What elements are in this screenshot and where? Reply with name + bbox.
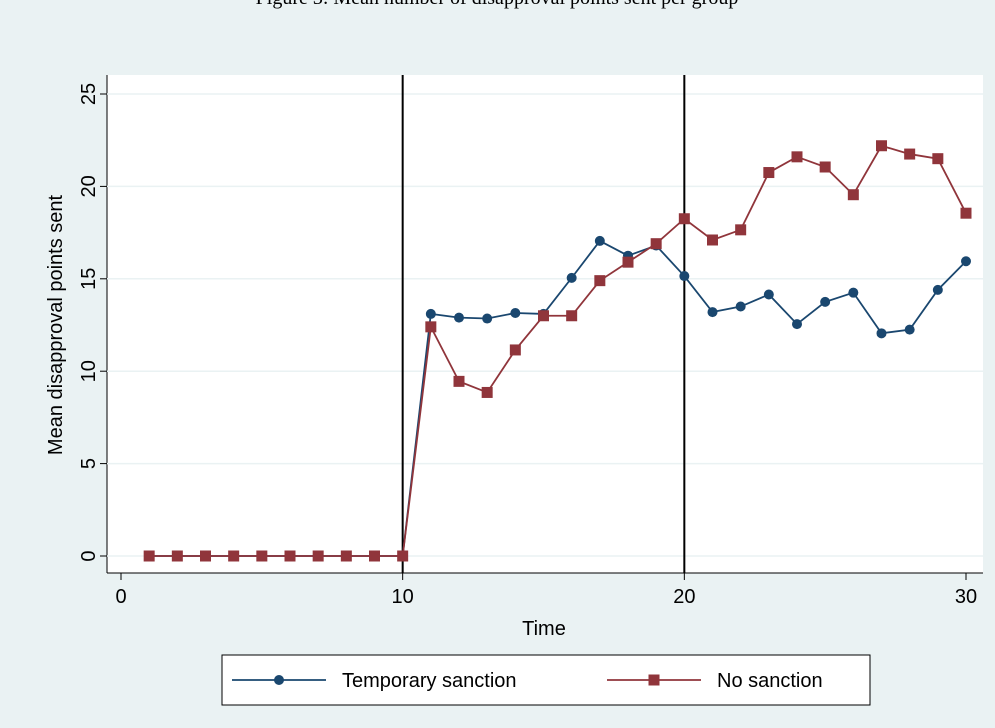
y-axis-label: Mean disapproval points sent bbox=[45, 194, 67, 455]
y-tick-label: 10 bbox=[78, 360, 100, 382]
chart-title: Figure 3: Mean number of disapproval poi… bbox=[256, 0, 739, 9]
data-point bbox=[228, 550, 240, 562]
data-point bbox=[256, 550, 268, 562]
data-point bbox=[763, 167, 775, 179]
plot-area bbox=[107, 75, 983, 573]
data-point bbox=[453, 375, 465, 387]
legend-marker bbox=[648, 674, 660, 686]
data-point bbox=[792, 319, 802, 330]
data-point bbox=[650, 238, 662, 250]
x-tick-label: 10 bbox=[392, 586, 414, 608]
data-point bbox=[454, 312, 464, 323]
data-point bbox=[932, 153, 944, 165]
data-point bbox=[622, 256, 634, 268]
data-point bbox=[707, 307, 718, 318]
data-point bbox=[932, 284, 943, 295]
data-point bbox=[679, 271, 690, 282]
legend-label: No sanction bbox=[717, 670, 823, 692]
data-point bbox=[847, 189, 859, 201]
legend-box bbox=[221, 654, 871, 706]
data-point bbox=[594, 275, 606, 287]
legend-marker bbox=[274, 675, 284, 685]
data-point bbox=[904, 148, 916, 160]
y-tick-label: 0 bbox=[78, 550, 100, 561]
data-point bbox=[143, 550, 155, 562]
data-point bbox=[340, 550, 352, 562]
y-tick-label: 20 bbox=[78, 175, 100, 197]
x-tick-label: 0 bbox=[115, 586, 126, 608]
x-tick-label: 20 bbox=[673, 586, 695, 608]
data-point bbox=[284, 550, 296, 562]
data-point bbox=[594, 235, 605, 246]
x-axis-label: Time bbox=[522, 618, 566, 640]
data-point bbox=[510, 307, 521, 318]
data-point bbox=[482, 313, 493, 324]
data-point bbox=[791, 151, 803, 163]
data-point bbox=[961, 256, 971, 267]
data-point bbox=[200, 550, 211, 562]
data-point bbox=[312, 550, 324, 562]
data-point bbox=[171, 550, 183, 562]
data-point bbox=[820, 296, 831, 307]
data-point bbox=[735, 301, 746, 312]
data-point bbox=[566, 272, 577, 283]
data-point bbox=[566, 310, 578, 322]
y-tick-label: 15 bbox=[78, 268, 100, 290]
data-point bbox=[397, 550, 409, 562]
data-point bbox=[735, 224, 747, 236]
data-point bbox=[876, 328, 887, 339]
data-point bbox=[425, 321, 437, 333]
data-point bbox=[425, 308, 436, 319]
data-point bbox=[707, 234, 718, 246]
data-point bbox=[848, 287, 859, 298]
y-tick-label: 25 bbox=[78, 83, 100, 105]
data-point bbox=[876, 140, 887, 152]
y-tick-label: 5 bbox=[78, 458, 100, 469]
data-point bbox=[960, 207, 972, 219]
x-tick-label: 30 bbox=[955, 586, 977, 608]
data-point bbox=[678, 213, 690, 225]
data-point bbox=[763, 289, 774, 300]
legend-label: Temporary sanction bbox=[342, 670, 517, 692]
data-point bbox=[509, 344, 521, 356]
data-point bbox=[481, 386, 493, 398]
data-point bbox=[904, 324, 915, 335]
data-point bbox=[819, 161, 831, 173]
data-point bbox=[369, 550, 380, 562]
data-point bbox=[538, 310, 549, 322]
